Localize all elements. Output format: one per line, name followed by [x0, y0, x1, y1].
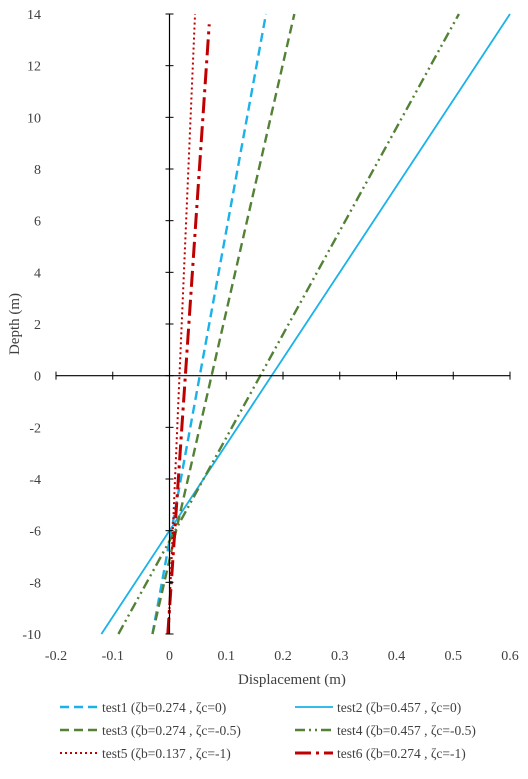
y-tick-label: 8 — [34, 163, 41, 178]
series-line-4 — [117, 13, 460, 635]
y-tick-label: 10 — [27, 111, 41, 126]
y-axis-title: Depth (m) — [7, 293, 23, 355]
y-tick-label: -6 — [29, 525, 41, 540]
x-tick-label: 0.6 — [501, 649, 519, 664]
x-axis-title: Displacement (m) — [238, 672, 346, 688]
x-tick-label: 0 — [166, 649, 173, 664]
series-line-2 — [100, 13, 511, 635]
x-tick-label: 0.5 — [445, 649, 463, 664]
y-tick-label: 2 — [34, 318, 41, 333]
x-tick-label: 0.2 — [274, 649, 292, 664]
x-tick-label: -0.2 — [45, 649, 67, 664]
legend-label-4: test4 (ζb=0.457 , ζc=-0.5) — [337, 723, 476, 738]
y-tick-label: -10 — [22, 628, 41, 643]
y-tick-label: 6 — [34, 215, 41, 230]
y-tick-label: 12 — [27, 60, 41, 75]
legend-label-1: test1 (ζb=0.274 , ζc=0) — [102, 700, 226, 715]
y-tick-label: -4 — [29, 473, 41, 488]
axes-layer: -0.2 -0.1 0 0.1 0.2 0.3 0.4 0.5 0.6 -10 -8 -6 -4 -2 0 2… — [22, 8, 518, 664]
legend-label-3: test3 (ζb=0.274 , ζc=-0.5) — [102, 723, 241, 738]
legend: test1 (ζb=0.274 , ζc=0) test2 (ζb=0.457 ,… — [60, 700, 476, 761]
x-tick-label: 0.4 — [388, 649, 406, 664]
y-tick-label: -2 — [29, 421, 41, 436]
y-tick-label: -8 — [29, 576, 41, 591]
x-tick-label: 0.3 — [331, 649, 349, 664]
series-line-6 — [166, 24, 211, 635]
legend-label-6: test6 (ζb=0.274 , ζc=-1) — [337, 746, 466, 761]
y-tick-label: 0 — [34, 370, 41, 385]
y-tick-label: 14 — [27, 8, 41, 23]
x-tick-label: -0.1 — [102, 649, 124, 664]
x-tick-label: 0.1 — [218, 649, 236, 664]
y-tick-label: 4 — [34, 266, 41, 281]
legend-label-5: test5 (ζb=0.137 , ζc=-1) — [102, 746, 231, 761]
series-layer — [100, 13, 511, 635]
legend-label-2: test2 (ζb=0.457 , ζc=0) — [337, 700, 461, 715]
series-line-5 — [167, 13, 197, 635]
